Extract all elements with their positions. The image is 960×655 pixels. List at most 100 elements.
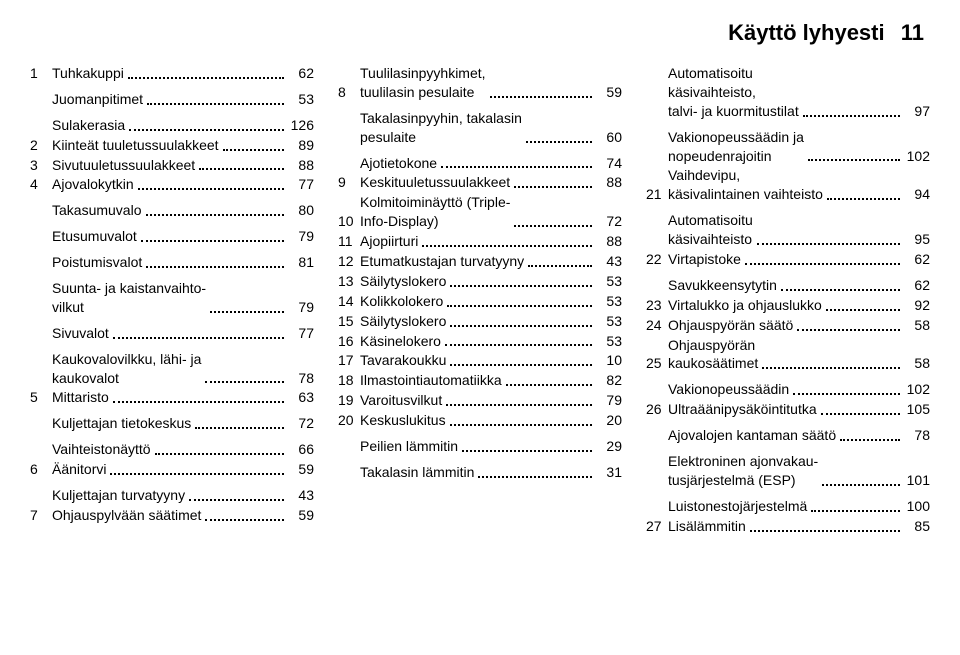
toc-item-number: 13	[338, 272, 360, 291]
toc-item-page: 80	[288, 201, 314, 220]
toc-leader-dots	[195, 427, 284, 429]
toc-row: 11Ajopiirturi88	[338, 232, 622, 251]
toc-leader-dots	[478, 476, 592, 478]
toc-item-label: Tuhkakuppi	[52, 64, 124, 83]
toc-item-page: 53	[288, 90, 314, 109]
toc-item-label: Kuljettajan tietokeskus	[52, 414, 191, 433]
toc-row: Sivuvalot77	[30, 324, 314, 343]
toc-item-label: Ajopiirturi	[360, 232, 418, 251]
toc-item-label: Ajotietokone	[360, 154, 437, 173]
toc-item-label: Takalasin lämmitin	[360, 463, 474, 482]
toc-item-number: 17	[338, 351, 360, 370]
toc-leader-dots	[450, 364, 592, 366]
toc-row: Kuljettajan tietokeskus 72	[30, 414, 314, 433]
toc-item-page: 53	[596, 332, 622, 351]
toc-item-label: Vaihdevipu, käsivalintainen vaihteisto	[668, 166, 823, 204]
toc-leader-dots	[210, 311, 284, 313]
toc-item-page: 81	[288, 253, 314, 272]
toc-item-page: 74	[596, 154, 622, 173]
toc-row: 22Virtapistoke62	[646, 250, 930, 269]
toc-item-label: Peilien lämmitin	[360, 437, 458, 456]
toc-item-page: 59	[288, 460, 314, 479]
toc-leader-dots	[826, 309, 900, 311]
toc-row: 25Ohjauspyörän kaukosäätimet58	[646, 336, 930, 374]
toc-row: Savukkeensytytin62	[646, 276, 930, 295]
toc-leader-dots	[526, 141, 592, 143]
toc-leader-dots	[223, 149, 284, 151]
toc-row: 13Säilytyslokero53	[338, 272, 622, 291]
toc-item-page: 43	[288, 486, 314, 505]
toc-row: 20Keskuslukitus20	[338, 411, 622, 430]
section-title: Käyttö lyhyesti	[728, 20, 885, 45]
toc-item-label: Mittaristo	[52, 388, 109, 407]
toc-item-label: Kaukovalovilkku, lähi- ja kaukovalot	[52, 350, 201, 388]
toc-row: 10Kolmitoiminäyttö (Triple- Info-Display…	[338, 193, 622, 231]
toc-item-label: Sivutuuletussuulakkeet	[52, 156, 195, 175]
toc-row: 5Mittaristo63	[30, 388, 314, 407]
toc-row: Luistonestojärjestelmä100	[646, 497, 930, 516]
toc-item-number: 21	[646, 185, 668, 204]
page-number: 11	[901, 20, 924, 45]
toc-leader-dots	[113, 337, 284, 339]
toc-column-1: 1Tuhkakuppi62 Juomanpitimet 53 Sulakerasia 1…	[30, 64, 314, 537]
toc-item-label: Käsinelokero	[360, 332, 441, 351]
toc-item-page: 77	[288, 175, 314, 194]
toc-leader-dots	[128, 77, 284, 79]
toc-leader-dots	[762, 367, 900, 369]
toc-item-number: 19	[338, 391, 360, 410]
toc-item-label: Sulakerasia	[52, 116, 125, 135]
toc-leader-dots	[490, 96, 592, 98]
toc-row: 17Tavarakoukku10	[338, 351, 622, 370]
toc-row: 1Tuhkakuppi62	[30, 64, 314, 83]
toc-item-number: 2	[30, 136, 52, 155]
toc-item-label: Etumatkustajan turvatyyny	[360, 252, 524, 271]
toc-row: 27Lisälämmitin85	[646, 517, 930, 536]
toc-item-page: 72	[288, 414, 314, 433]
toc-item-page: 79	[288, 227, 314, 246]
toc-item-label: Keskuslukitus	[360, 411, 446, 430]
toc-item-label: Elektroninen ajonvakau- tusjärjestelmä (…	[668, 452, 818, 490]
toc-item-number: 18	[338, 371, 360, 390]
toc-row: Ajovalojen kantaman säätö78	[646, 426, 930, 445]
toc-leader-dots	[803, 115, 900, 117]
toc-leader-dots	[199, 168, 284, 170]
toc-item-page: 59	[596, 83, 622, 102]
toc-item-label: Etusumuvalot	[52, 227, 137, 246]
toc-leader-dots	[141, 240, 284, 242]
toc-item-label: Ajovalokytkin	[52, 175, 134, 194]
toc-item-page: 88	[596, 173, 622, 192]
toc-item-page: 78	[288, 369, 314, 388]
toc-leader-dots	[446, 404, 592, 406]
toc-columns: 1Tuhkakuppi62Juomanpitimet53Sulakerasia1…	[30, 64, 930, 537]
toc-row: Automatisoitu käsivaihteisto, talvi- ja …	[646, 64, 930, 121]
toc-leader-dots	[155, 453, 284, 455]
toc-item-label: Ohjauspyörän säätö	[668, 316, 793, 335]
toc-item-label: Lisälämmitin	[668, 517, 746, 536]
toc-item-number: 26	[646, 400, 668, 419]
toc-row: Etusumuvalot 79	[30, 227, 314, 246]
toc-row: Takasumuvalo80	[30, 201, 314, 220]
toc-item-page: 62	[904, 250, 930, 269]
toc-item-page: 88	[596, 232, 622, 251]
toc-row: 8Tuulilasinpyyhkimet, tuulilasin pesulai…	[338, 64, 622, 102]
toc-row: 26Ultraäänipysäköintitutka105	[646, 400, 930, 419]
toc-leader-dots	[808, 159, 900, 161]
toc-leader-dots	[514, 225, 592, 227]
toc-item-number: 10	[338, 212, 360, 231]
toc-item-page: 100	[904, 497, 930, 516]
toc-item-label: Automatisoitu käsivaihteisto, talvi- ja …	[668, 64, 799, 121]
toc-item-label: Kiinteät tuuletussuulakkeet	[52, 136, 219, 155]
toc-column-2: 8Tuulilasinpyyhkimet, tuulilasin pesulai…	[338, 64, 622, 537]
toc-item-label: Äänitorvi	[52, 460, 106, 479]
toc-row: 15Säilytyslokero53	[338, 312, 622, 331]
toc-leader-dots	[528, 265, 592, 267]
toc-item-page: 82	[596, 371, 622, 390]
toc-item-number: 1	[30, 64, 52, 83]
toc-item-page: 29	[596, 437, 622, 456]
toc-item-page: 105	[904, 400, 930, 419]
toc-item-label: Juomanpitimet	[52, 90, 143, 109]
toc-item-number: 22	[646, 250, 668, 269]
toc-item-page: 72	[596, 212, 622, 231]
toc-item-page: 78	[904, 426, 930, 445]
toc-row: Poistumisvalot81	[30, 253, 314, 272]
